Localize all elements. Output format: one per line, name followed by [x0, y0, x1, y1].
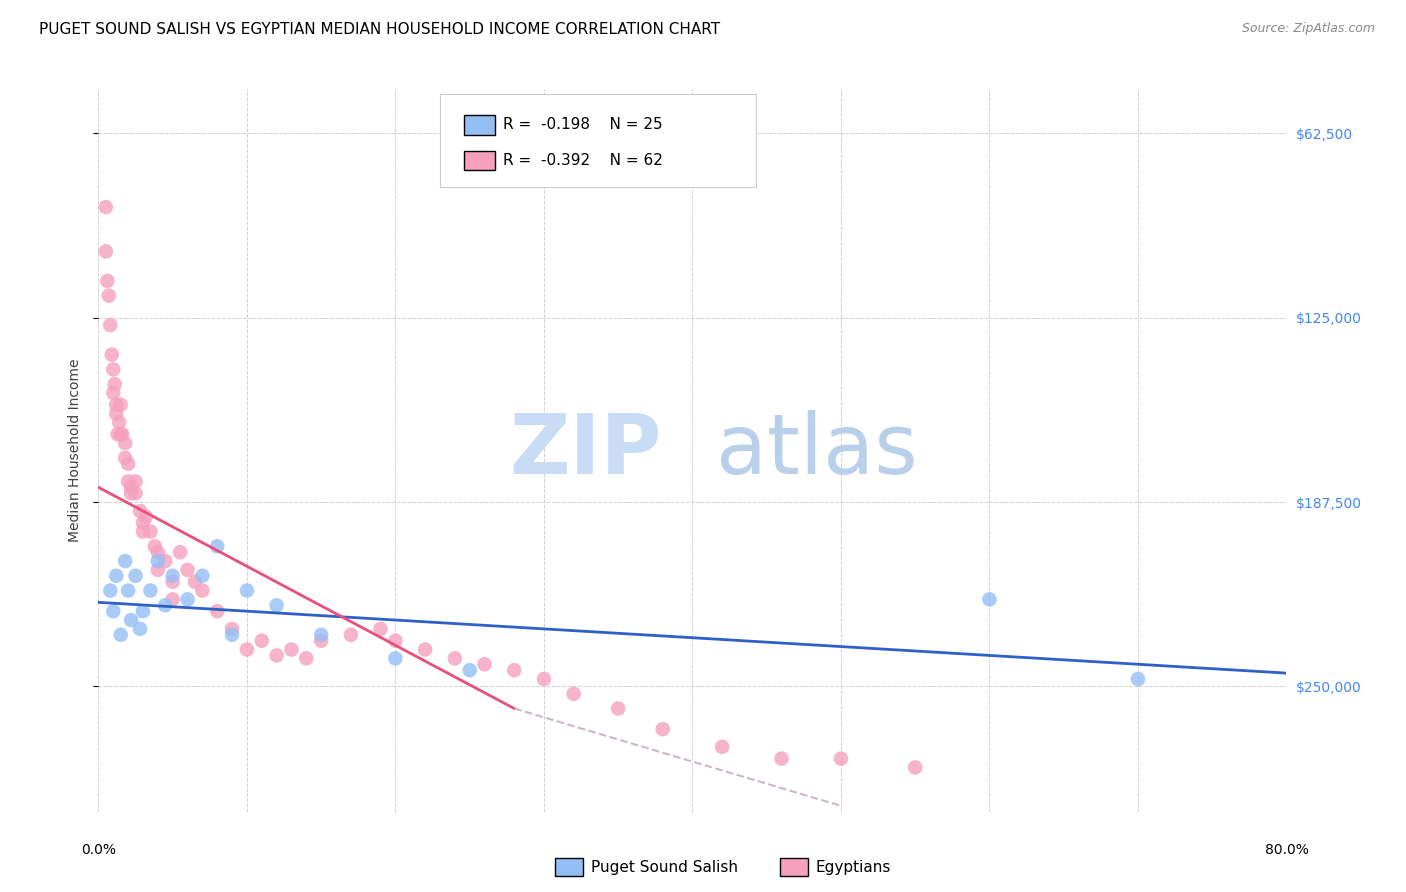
Point	[110, 628, 132, 642]
Point	[108, 416, 131, 430]
Text: PUGET SOUND SALISH VS EGYPTIAN MEDIAN HOUSEHOLD INCOME CORRELATION CHART: PUGET SOUND SALISH VS EGYPTIAN MEDIAN HO…	[39, 22, 720, 37]
Text: 0.0%: 0.0%	[82, 843, 115, 857]
Point	[94, 244, 117, 259]
Point	[124, 475, 146, 489]
Point	[176, 592, 198, 607]
Point	[458, 663, 481, 677]
Point	[474, 657, 496, 672]
Point	[191, 569, 214, 583]
Text: atlas: atlas	[716, 410, 918, 491]
Point	[266, 599, 288, 613]
Point	[770, 751, 793, 765]
Point	[340, 628, 363, 642]
Point	[221, 628, 243, 642]
Point	[309, 633, 332, 648]
Point	[114, 436, 136, 450]
Point	[384, 633, 406, 648]
Point	[139, 524, 162, 539]
Point	[146, 563, 169, 577]
Point	[120, 613, 142, 627]
Point	[236, 583, 259, 598]
Point	[135, 509, 157, 524]
Point	[146, 545, 169, 559]
Point	[103, 604, 125, 618]
Point	[107, 427, 129, 442]
Point	[370, 622, 392, 636]
Point	[96, 274, 118, 288]
Point	[98, 318, 121, 332]
Point	[184, 574, 207, 589]
Point	[132, 604, 155, 618]
Point	[110, 398, 132, 412]
Point	[103, 386, 125, 401]
Point	[651, 722, 673, 736]
Text: Egyptians: Egyptians	[815, 860, 891, 874]
Point	[139, 583, 162, 598]
Point	[132, 516, 155, 530]
Point	[207, 604, 229, 618]
Point	[162, 569, 184, 583]
Point	[117, 475, 139, 489]
Point	[129, 504, 152, 518]
Point	[979, 592, 1001, 607]
Point	[533, 672, 555, 686]
Point	[94, 200, 117, 214]
Point	[155, 554, 177, 568]
Point	[117, 583, 139, 598]
Text: 80.0%: 80.0%	[1264, 843, 1309, 857]
Point	[120, 486, 142, 500]
Point	[607, 701, 630, 715]
Point	[191, 583, 214, 598]
Point	[413, 642, 436, 657]
Point	[384, 651, 406, 665]
Text: ZIP: ZIP	[509, 410, 662, 491]
Point	[562, 687, 585, 701]
Point	[98, 583, 121, 598]
Text: Puget Sound Salish: Puget Sound Salish	[591, 860, 738, 874]
Point	[97, 288, 120, 302]
Text: Source: ZipAtlas.com: Source: ZipAtlas.com	[1241, 22, 1375, 36]
Point	[236, 642, 259, 657]
Point	[105, 407, 128, 421]
Point	[103, 362, 125, 376]
Point	[162, 574, 184, 589]
Point	[295, 651, 318, 665]
Point	[176, 563, 198, 577]
Point	[146, 554, 169, 568]
Point	[132, 524, 155, 539]
Point	[904, 760, 927, 774]
Point	[250, 633, 273, 648]
Point	[105, 569, 128, 583]
Point	[503, 663, 526, 677]
Point	[155, 599, 177, 613]
Point	[110, 427, 132, 442]
Point	[266, 648, 288, 663]
Point	[711, 739, 734, 754]
Text: R =  -0.392    N = 62: R = -0.392 N = 62	[503, 153, 664, 168]
Point	[280, 642, 302, 657]
Point	[124, 486, 146, 500]
Point	[309, 628, 332, 642]
Point	[104, 377, 127, 392]
Y-axis label: Median Household Income: Median Household Income	[67, 359, 82, 542]
Point	[117, 457, 139, 471]
Point	[101, 348, 124, 362]
Point	[120, 480, 142, 494]
Point	[124, 569, 146, 583]
Point	[162, 592, 184, 607]
Point	[114, 554, 136, 568]
Point	[129, 622, 152, 636]
Point	[1126, 672, 1149, 686]
Point	[830, 751, 852, 765]
Point	[207, 539, 229, 553]
Point	[111, 427, 134, 442]
Point	[105, 398, 128, 412]
Point	[221, 622, 243, 636]
Point	[143, 539, 166, 553]
Text: R =  -0.198    N = 25: R = -0.198 N = 25	[503, 118, 664, 132]
Point	[444, 651, 467, 665]
Point	[169, 545, 191, 559]
Point	[114, 450, 136, 465]
